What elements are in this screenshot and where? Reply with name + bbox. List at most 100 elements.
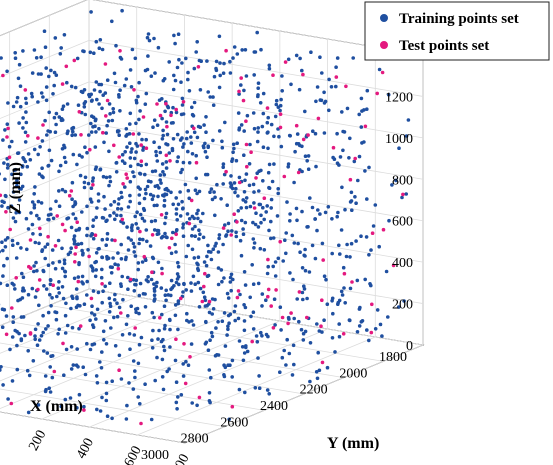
training-point xyxy=(80,210,84,214)
training-point xyxy=(54,317,59,322)
test-point xyxy=(269,304,274,308)
test-point xyxy=(316,116,321,121)
training-point xyxy=(236,209,241,213)
training-point xyxy=(281,259,286,263)
training-point xyxy=(33,295,38,299)
x-tick-label: 2800 xyxy=(181,432,209,447)
training-point xyxy=(112,71,117,76)
training-point xyxy=(128,199,132,204)
training-point xyxy=(201,235,206,240)
training-point xyxy=(126,205,131,209)
training-point xyxy=(91,269,95,273)
training-point xyxy=(231,150,235,154)
training-point xyxy=(280,89,285,93)
training-point xyxy=(53,266,58,271)
test-point xyxy=(169,113,173,118)
training-point xyxy=(192,256,197,260)
training-point xyxy=(95,381,100,385)
training-point xyxy=(373,203,378,207)
training-point xyxy=(47,386,51,391)
training-point xyxy=(306,154,311,158)
training-point xyxy=(179,170,183,175)
test-point xyxy=(53,244,58,248)
training-point xyxy=(146,32,151,36)
training-point xyxy=(89,200,94,204)
training-point xyxy=(148,244,153,248)
training-point xyxy=(96,199,101,203)
training-point xyxy=(153,169,158,173)
training-point xyxy=(0,240,4,244)
training-point xyxy=(22,288,26,293)
test-point xyxy=(37,278,42,282)
training-point xyxy=(150,346,155,350)
training-point xyxy=(110,416,114,421)
training-point xyxy=(69,246,73,250)
training-point xyxy=(60,285,65,289)
training-point xyxy=(31,359,36,363)
training-point xyxy=(32,147,37,152)
training-point xyxy=(198,286,203,291)
training-point xyxy=(94,374,99,378)
training-point xyxy=(126,248,131,252)
training-point xyxy=(5,283,10,288)
training-point xyxy=(123,161,127,165)
training-point xyxy=(75,406,79,410)
training-point xyxy=(148,192,153,197)
training-point xyxy=(77,153,82,157)
x-tick-label: 2000 xyxy=(339,366,367,381)
training-point xyxy=(335,131,339,136)
y-tick-label: 800 xyxy=(169,452,192,465)
test-point xyxy=(38,226,42,231)
training-point xyxy=(223,223,227,227)
y-tick-label: 400 xyxy=(74,436,97,462)
training-point xyxy=(204,115,208,119)
training-point xyxy=(141,292,146,296)
training-point xyxy=(193,188,198,192)
test-point xyxy=(320,298,324,303)
training-point xyxy=(52,115,57,120)
training-point xyxy=(15,367,20,372)
test-point xyxy=(244,119,248,123)
z-tick-label: 1000 xyxy=(385,132,413,147)
training-point xyxy=(222,311,227,315)
training-point xyxy=(261,145,266,149)
training-point xyxy=(273,260,278,264)
test-point xyxy=(168,159,172,163)
training-point xyxy=(173,41,177,46)
training-point xyxy=(123,150,127,154)
training-point xyxy=(251,111,256,115)
training-point xyxy=(72,234,77,238)
test-point xyxy=(160,271,164,276)
training-point xyxy=(330,336,335,340)
training-point xyxy=(0,250,1,254)
training-point xyxy=(128,111,133,116)
training-point xyxy=(190,112,195,117)
test-point xyxy=(271,326,276,330)
training-point xyxy=(267,392,272,396)
training-point xyxy=(1,383,5,387)
training-point xyxy=(255,340,260,344)
training-point xyxy=(218,73,222,78)
test-point xyxy=(342,271,347,276)
training-point xyxy=(26,152,31,156)
z-tick-label: 600 xyxy=(392,215,413,230)
training-point xyxy=(155,203,159,208)
training-point xyxy=(37,172,42,176)
training-point xyxy=(242,303,246,307)
test-point xyxy=(183,381,188,386)
training-point xyxy=(113,262,117,267)
training-point xyxy=(349,199,354,203)
training-point xyxy=(72,237,76,241)
training-point xyxy=(273,274,278,278)
training-point xyxy=(205,254,209,259)
training-point xyxy=(191,274,196,279)
training-point xyxy=(120,274,124,279)
training-point xyxy=(107,102,112,106)
training-point xyxy=(197,189,202,194)
training-point xyxy=(289,82,293,87)
training-point xyxy=(233,190,237,195)
test-point xyxy=(232,212,236,216)
training-point xyxy=(90,304,94,309)
training-point xyxy=(98,360,102,364)
training-point xyxy=(144,91,149,96)
